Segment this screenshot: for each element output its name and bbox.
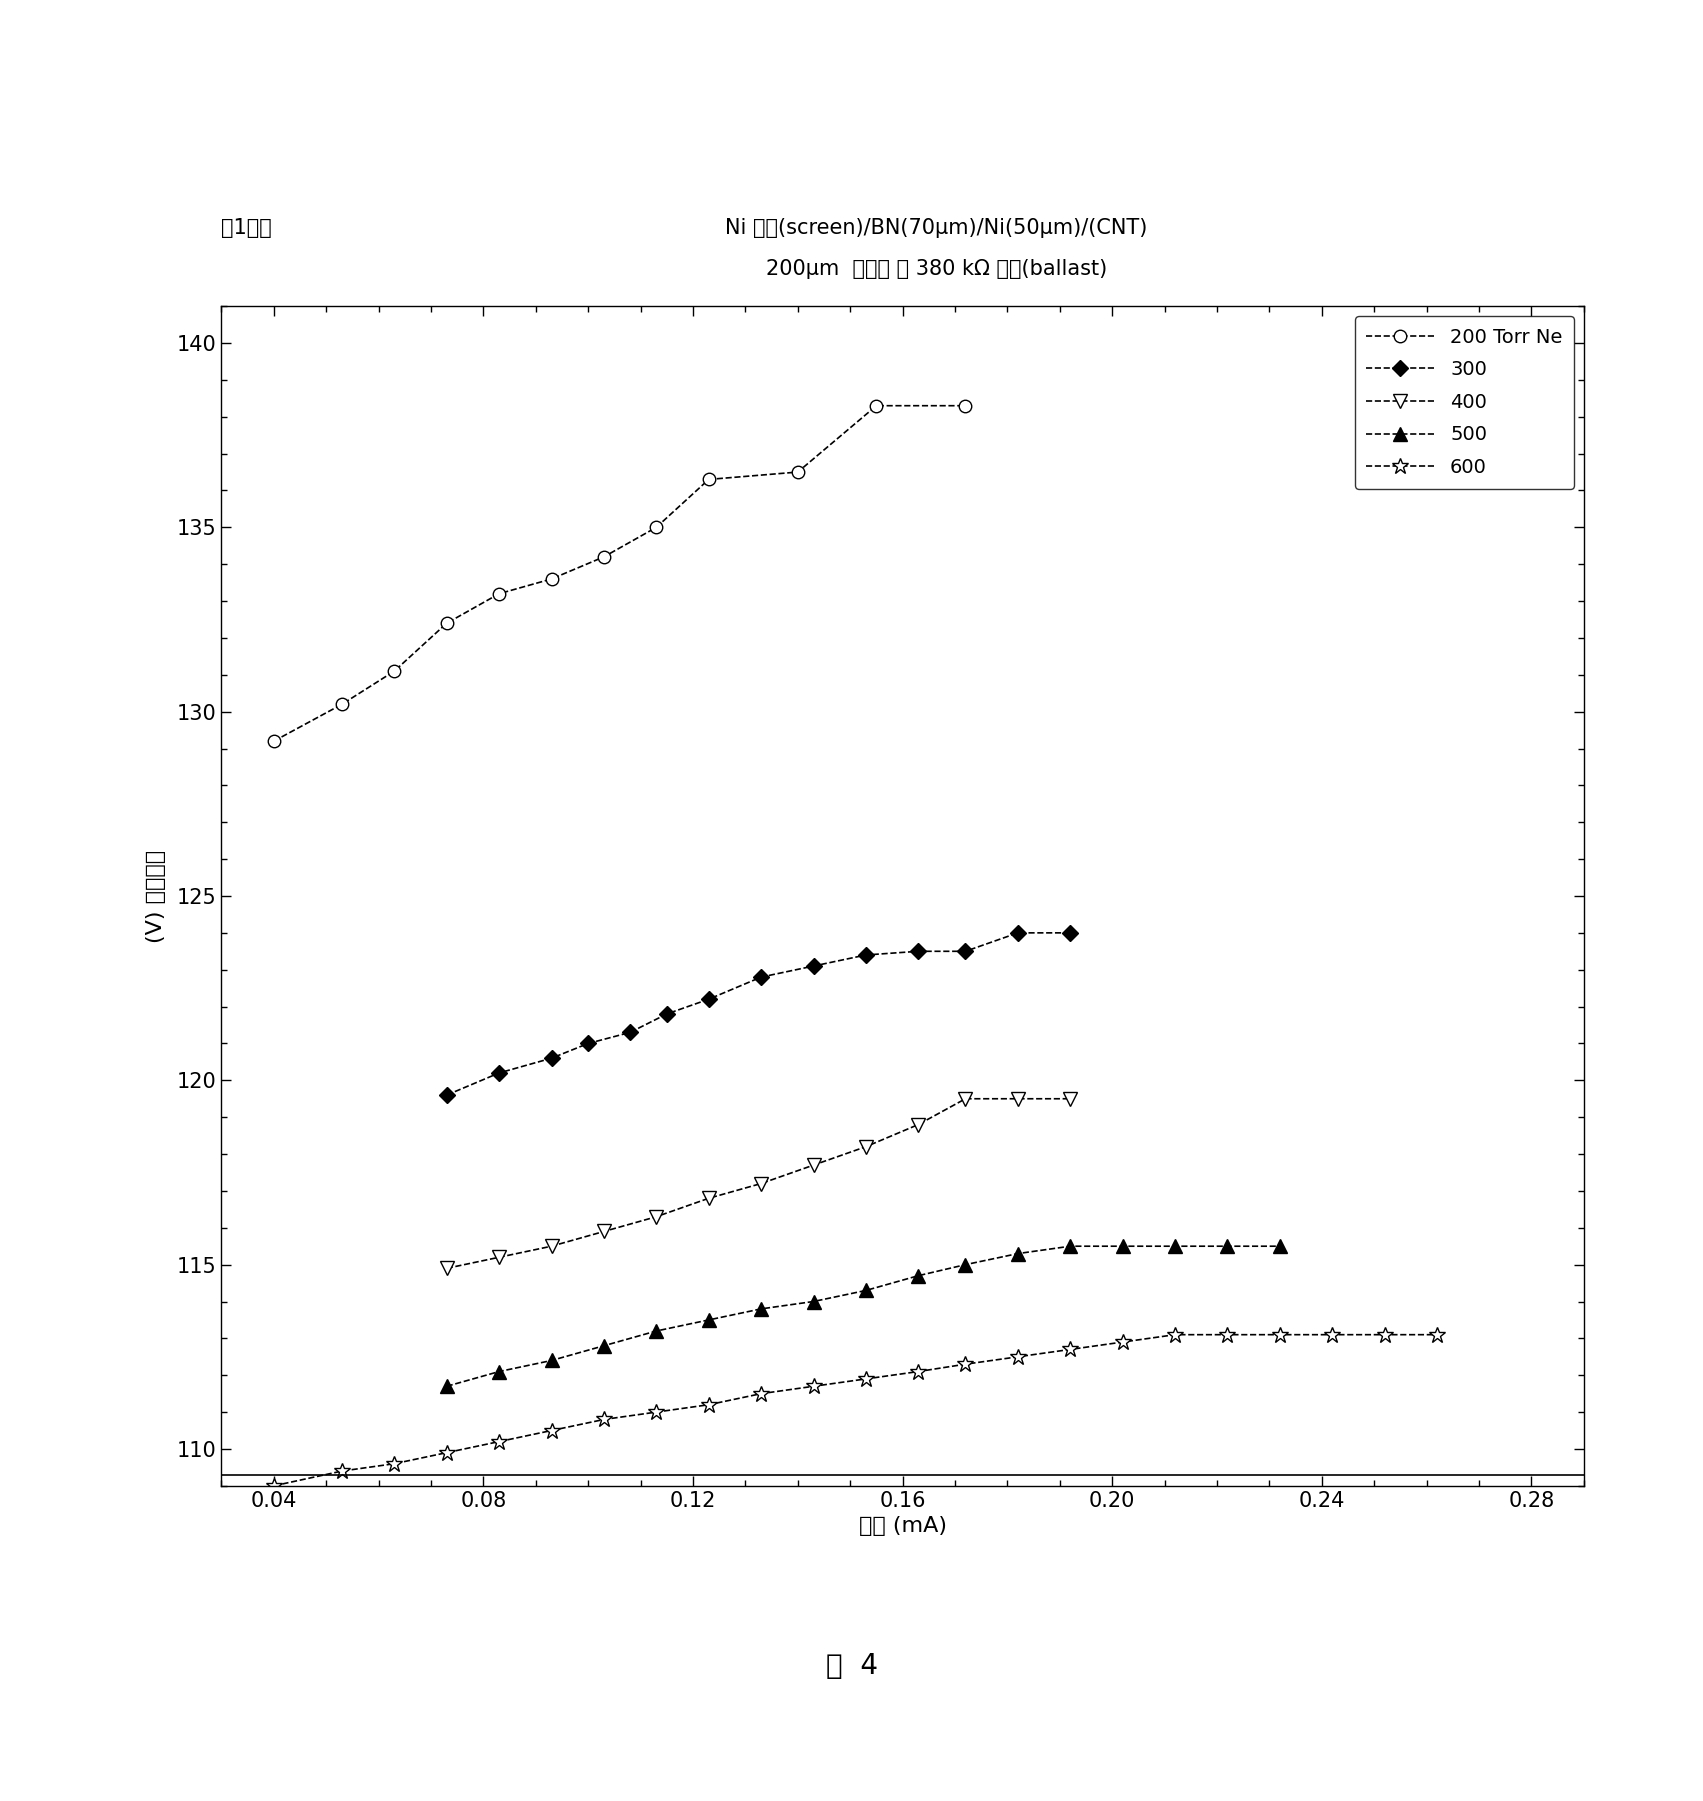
Legend: 200 Torr Ne, 300, 400, 500, 600: 200 Torr Ne, 300, 400, 500, 600	[1356, 315, 1574, 488]
300	[542, 1048, 562, 1070]
Line: 500: 500	[439, 1239, 1287, 1394]
600	[264, 1475, 284, 1497]
200 Torr Ne	[867, 394, 887, 416]
300	[955, 940, 976, 962]
600	[1218, 1324, 1238, 1345]
200 Torr Ne	[542, 567, 562, 589]
500	[804, 1291, 824, 1313]
600	[908, 1362, 928, 1383]
500	[698, 1309, 719, 1331]
600	[1008, 1345, 1029, 1367]
500	[955, 1253, 976, 1275]
600	[751, 1383, 771, 1405]
400	[698, 1187, 719, 1208]
Line: 300: 300	[441, 928, 1076, 1100]
500	[1059, 1235, 1080, 1257]
Line: 600: 600	[266, 1326, 1446, 1495]
X-axis label: 电流 (mA): 电流 (mA)	[858, 1516, 947, 1536]
600	[594, 1408, 615, 1430]
600	[955, 1353, 976, 1374]
600	[1059, 1338, 1080, 1360]
400	[542, 1235, 562, 1257]
600	[1427, 1324, 1448, 1345]
Text: Ni 丝网(screen)/BN(70μm)/Ni(50μm)/(CNT): Ni 丝网(screen)/BN(70μm)/Ni(50μm)/(CNT)	[725, 218, 1148, 238]
400	[645, 1207, 666, 1228]
400	[1008, 1088, 1029, 1109]
500	[436, 1376, 456, 1398]
300	[908, 940, 928, 962]
500	[1270, 1235, 1291, 1257]
Text: 200μm  孔直径 ， 380 kΩ 压载(ballast): 200μm 孔直径 ， 380 kΩ 压载(ballast)	[766, 259, 1107, 279]
500	[855, 1281, 875, 1302]
300	[436, 1084, 456, 1106]
600	[645, 1401, 666, 1423]
200 Torr Ne	[955, 394, 976, 416]
600	[332, 1461, 353, 1482]
300	[698, 989, 719, 1010]
500	[1008, 1243, 1029, 1264]
300	[1059, 922, 1080, 944]
300	[620, 1021, 640, 1043]
Y-axis label: (V) 放电电压: (V) 放电电压	[146, 850, 165, 942]
600	[855, 1369, 875, 1390]
600	[489, 1430, 509, 1452]
200 Torr Ne	[645, 517, 666, 538]
200 Torr Ne	[594, 546, 615, 567]
500	[1165, 1235, 1185, 1257]
600	[542, 1419, 562, 1441]
300	[489, 1063, 509, 1084]
600	[1165, 1324, 1185, 1345]
400	[855, 1136, 875, 1158]
300	[751, 967, 771, 989]
500	[751, 1299, 771, 1320]
600	[698, 1394, 719, 1416]
400	[804, 1154, 824, 1176]
Text: 图1器件: 图1器件	[221, 218, 272, 238]
400	[955, 1088, 976, 1109]
400	[751, 1172, 771, 1194]
600	[1322, 1324, 1342, 1345]
600	[1112, 1331, 1132, 1353]
300	[1008, 922, 1029, 944]
200 Torr Ne	[436, 612, 456, 634]
Line: 200 Torr Ne: 200 Torr Ne	[267, 400, 972, 747]
500	[594, 1335, 615, 1356]
400	[1059, 1088, 1080, 1109]
600	[804, 1376, 824, 1398]
Line: 400: 400	[439, 1091, 1078, 1275]
500	[1218, 1235, 1238, 1257]
500	[908, 1264, 928, 1286]
200 Torr Ne	[332, 693, 353, 715]
600	[385, 1453, 405, 1475]
300	[657, 1003, 678, 1025]
200 Torr Ne	[698, 468, 719, 490]
300	[804, 955, 824, 976]
500	[489, 1362, 509, 1383]
600	[436, 1443, 456, 1464]
300	[577, 1032, 598, 1054]
200 Torr Ne	[787, 461, 807, 483]
600	[1270, 1324, 1291, 1345]
600	[1374, 1324, 1395, 1345]
300	[855, 944, 875, 965]
500	[1112, 1235, 1132, 1257]
400	[594, 1221, 615, 1243]
400	[908, 1113, 928, 1135]
500	[542, 1349, 562, 1371]
Text: 图  4: 图 4	[826, 1652, 877, 1680]
200 Torr Ne	[385, 661, 405, 683]
200 Torr Ne	[264, 731, 284, 753]
400	[489, 1246, 509, 1268]
200 Torr Ne	[489, 584, 509, 605]
500	[645, 1320, 666, 1342]
400	[436, 1257, 456, 1279]
